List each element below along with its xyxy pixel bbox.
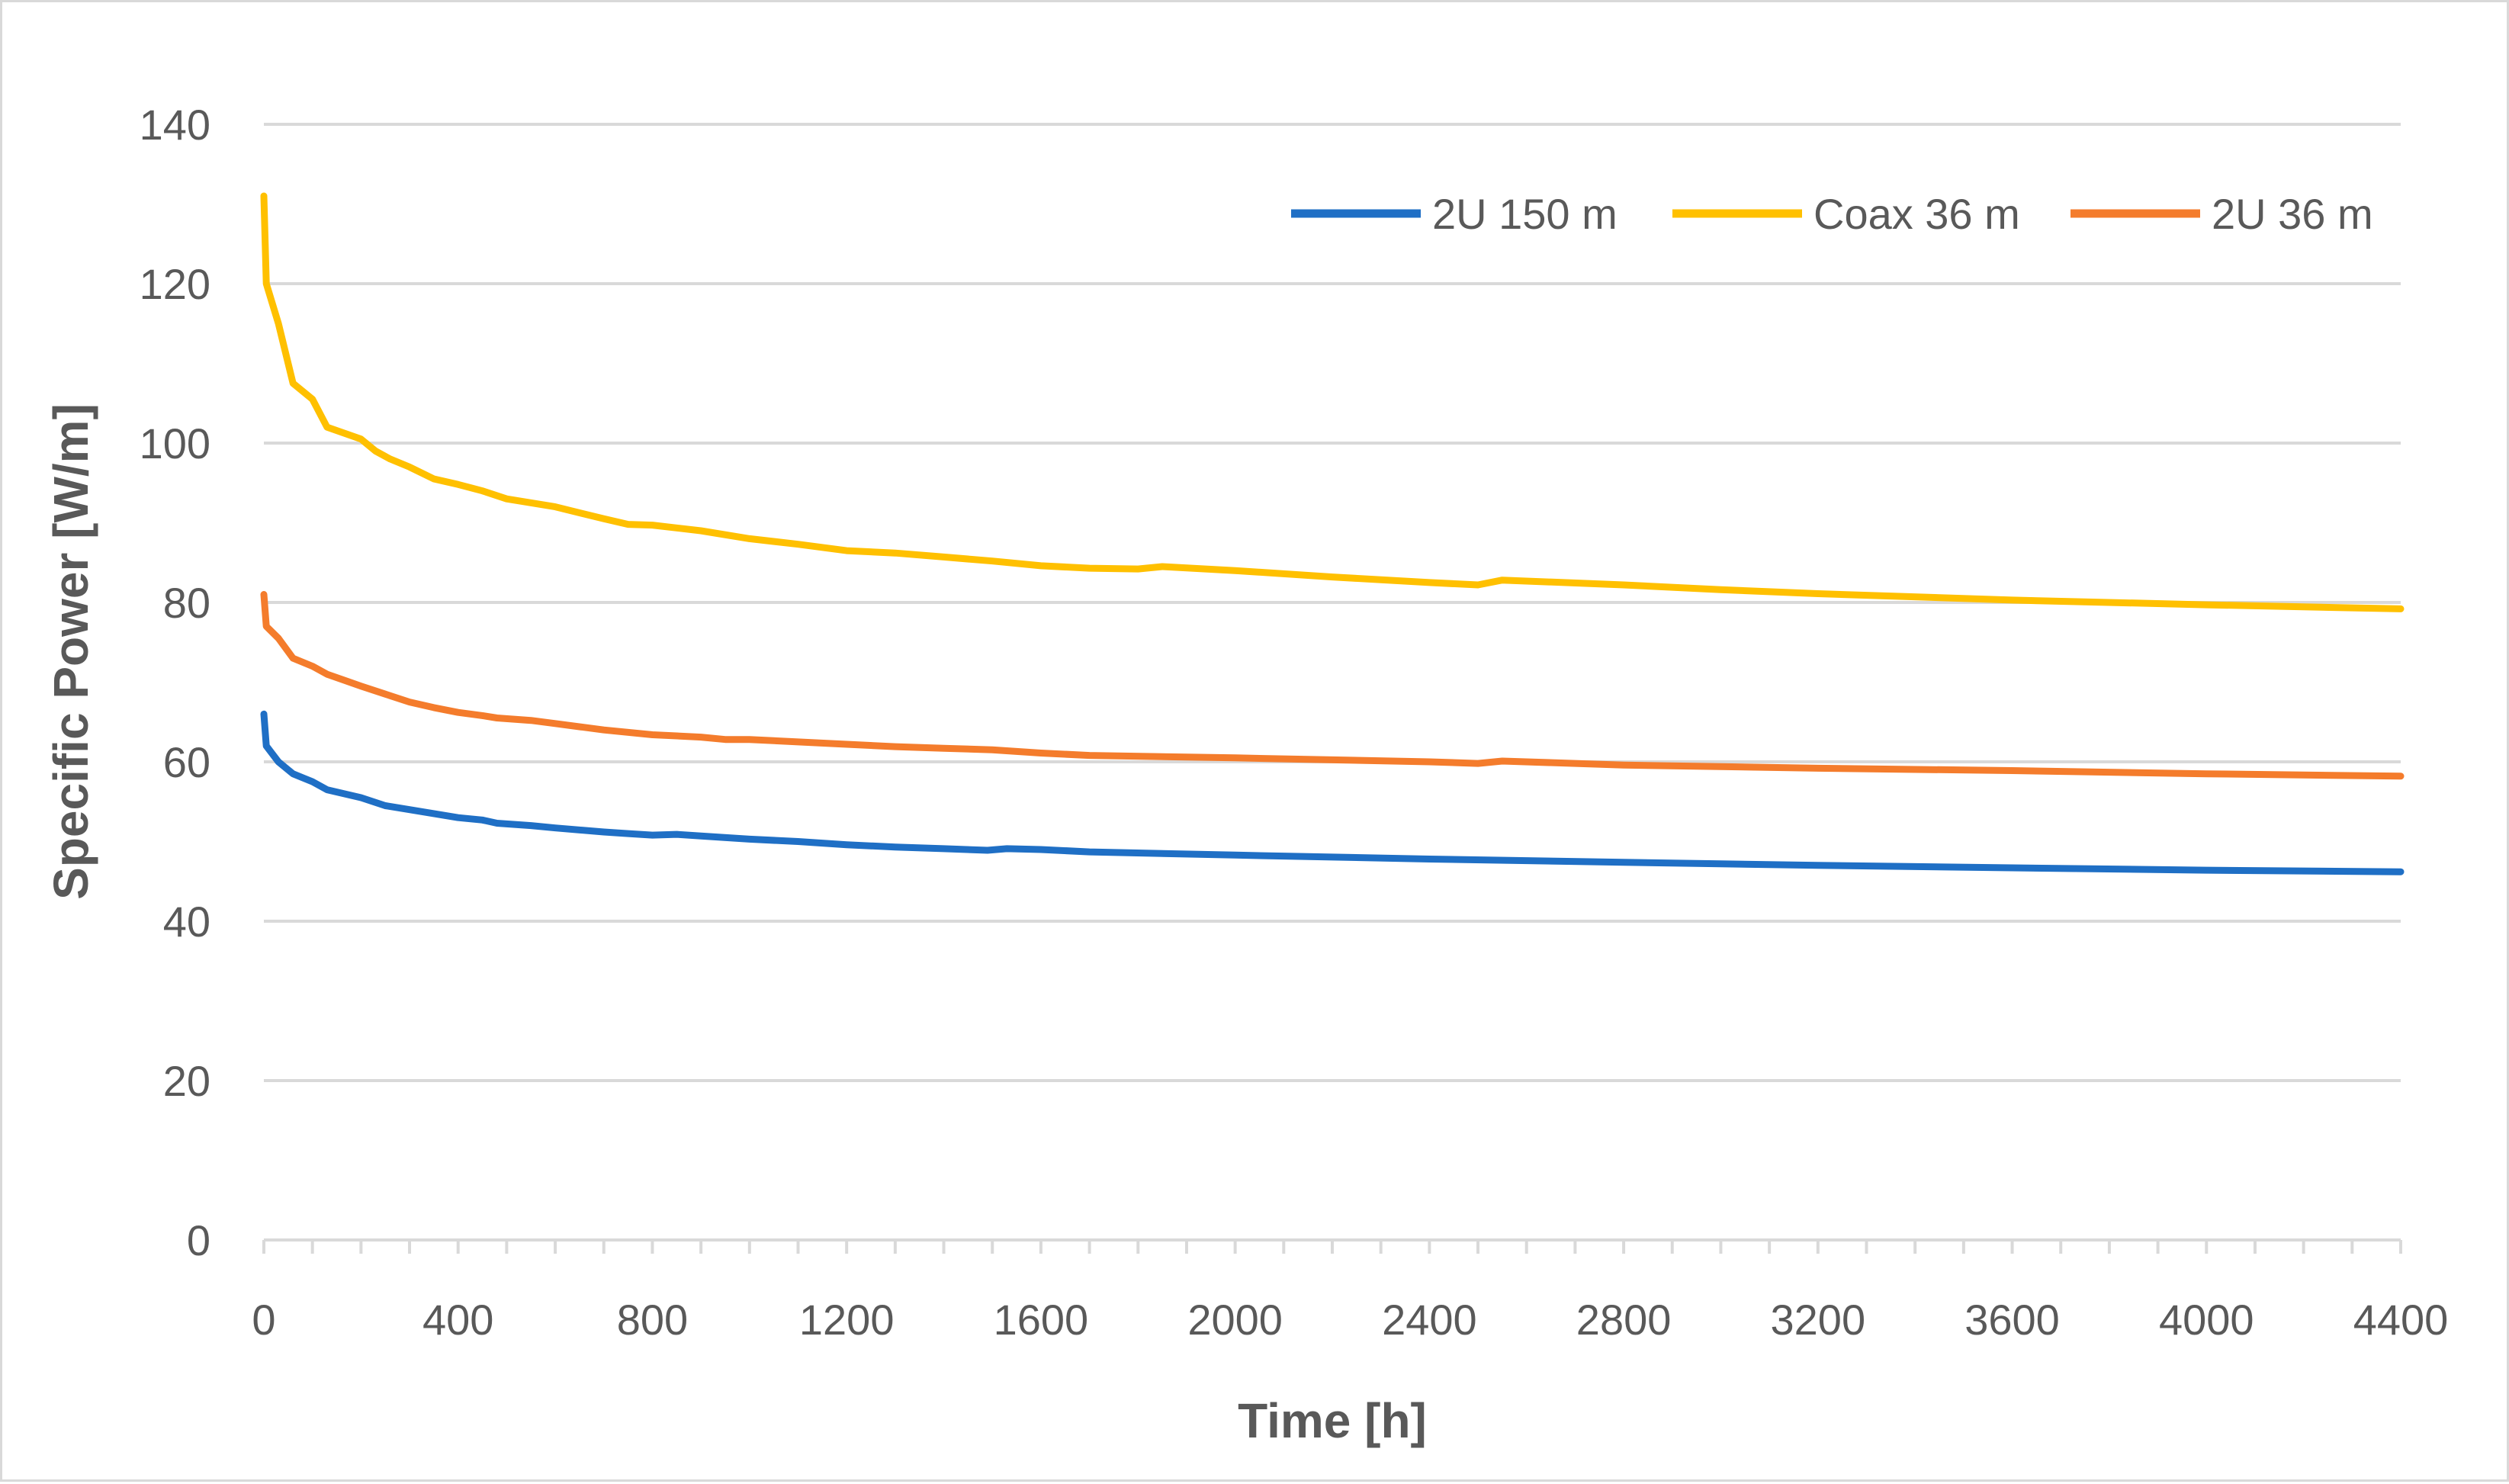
y-tick-label: 0 <box>187 1216 210 1264</box>
x-tick-label: 3200 <box>1771 1296 1866 1344</box>
x-tick-label: 2800 <box>1576 1296 1672 1344</box>
series-lines <box>260 192 2405 875</box>
y-axis-title: Specific Power [W/m] <box>43 403 98 900</box>
x-tick-label: 4000 <box>2159 1296 2254 1344</box>
x-tick-label: 2000 <box>1187 1296 1283 1344</box>
series-line-2u-150-m <box>260 710 2405 875</box>
legend-label: 2U 36 m <box>2212 190 2373 238</box>
y-tick-label: 60 <box>163 738 210 786</box>
y-tick-label: 140 <box>140 101 210 149</box>
x-tick-label: 0 <box>252 1296 275 1344</box>
y-tick-label: 120 <box>140 260 210 308</box>
legend-label: 2U 150 m <box>1432 190 1618 238</box>
legend: 2U 150 m Coax 36 m 2U 36 m <box>1291 190 2373 238</box>
x-axis <box>262 1238 2402 1254</box>
legend-label: Coax 36 m <box>1813 190 2020 238</box>
x-tick-label: 2400 <box>1382 1296 1477 1344</box>
x-axis-tick-labels: 0 400 800 1200 1600 2000 2400 2800 3200 3600 4000 4… <box>252 1296 2448 1344</box>
x-axis-title: Time [h] <box>1238 1393 1427 1448</box>
y-tick-label: 40 <box>163 898 210 946</box>
y-axis-tick-labels: 0 20 40 60 80 100 120 140 <box>140 101 210 1264</box>
x-tick-label: 1200 <box>799 1296 895 1344</box>
x-tick-label: 800 <box>617 1296 688 1344</box>
series-line-2u-36-m <box>260 591 2405 780</box>
x-tick-label: 4400 <box>2353 1296 2449 1344</box>
series-line-coax-36-m <box>260 192 2405 612</box>
y-tick-label: 20 <box>163 1057 210 1105</box>
x-tick-label: 400 <box>422 1296 493 1344</box>
x-tick-label: 3600 <box>1964 1296 2060 1344</box>
y-tick-label: 100 <box>140 419 210 467</box>
x-tick-label: 1600 <box>994 1296 1089 1344</box>
y-tick-label: 80 <box>163 579 210 627</box>
